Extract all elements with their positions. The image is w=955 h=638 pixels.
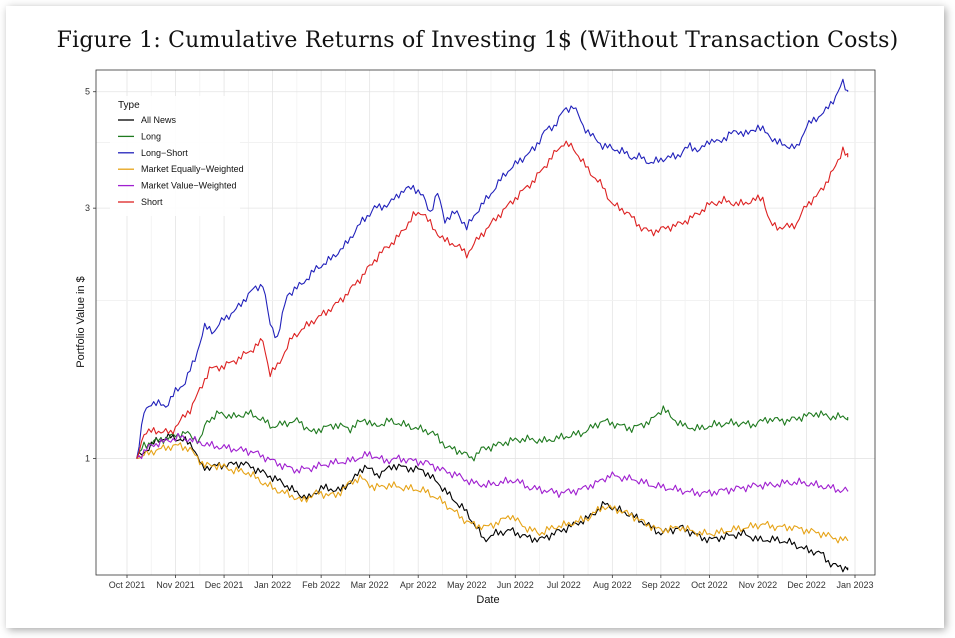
- legend-label: Short: [141, 197, 163, 207]
- legend-label: All News: [141, 115, 177, 125]
- y-tick-label: 3: [85, 203, 90, 213]
- x-tick-label: May 2022: [447, 580, 487, 590]
- legend-label: Market Equally−Weighted: [141, 164, 244, 174]
- y-tick-label: 1: [85, 454, 90, 464]
- legend-label: Long: [141, 131, 161, 141]
- x-tick-label: Dec 2021: [205, 580, 244, 590]
- x-tick-label: Oct 2021: [109, 580, 146, 590]
- x-tick-label: Feb 2022: [302, 580, 340, 590]
- legend-title: Type: [118, 100, 140, 111]
- x-tick-label: Jan 2023: [836, 580, 873, 590]
- series-line-2: [136, 78, 849, 459]
- series-line-0: [136, 432, 849, 573]
- x-tick-label: Oct 2022: [691, 580, 728, 590]
- series-line-3: [136, 442, 849, 544]
- x-tick-label: Mar 2022: [351, 580, 389, 590]
- series-line-5: [136, 140, 849, 459]
- x-tick-label: Nov 2022: [739, 580, 778, 590]
- legend-label: Market Value−Weighted: [141, 181, 236, 191]
- x-tick-label: Aug 2022: [593, 580, 632, 590]
- series-lines: [136, 78, 849, 573]
- series-line-4: [136, 432, 849, 498]
- y-tick-label: 5: [85, 87, 90, 97]
- x-tick-label: Jul 2022: [547, 580, 581, 590]
- series-line-1: [136, 405, 849, 462]
- x-tick-label: Jun 2022: [497, 580, 534, 590]
- chart-title: Figure 1: Cumulative Returns of Investin…: [56, 28, 899, 53]
- x-axis-label: Date: [476, 594, 499, 606]
- y-axis-label: Portfolio Value in $: [75, 276, 87, 368]
- x-tick-label: Nov 2021: [156, 580, 195, 590]
- legend-background: [110, 96, 240, 216]
- x-axis-ticks: Oct 2021 Nov 2021 Dec 2021 Jan 2022 Feb 2022…: [109, 575, 874, 590]
- x-tick-label: Sep 2022: [642, 580, 681, 590]
- x-tick-label: Jan 2022: [254, 580, 291, 590]
- x-tick-label: Dec 2022: [787, 580, 826, 590]
- x-tick-label: Apr 2022: [400, 580, 437, 590]
- y-axis-ticks: 1 3 5: [85, 87, 96, 464]
- plot-border: [95, 69, 876, 576]
- legend-label: Long−Short: [141, 148, 188, 158]
